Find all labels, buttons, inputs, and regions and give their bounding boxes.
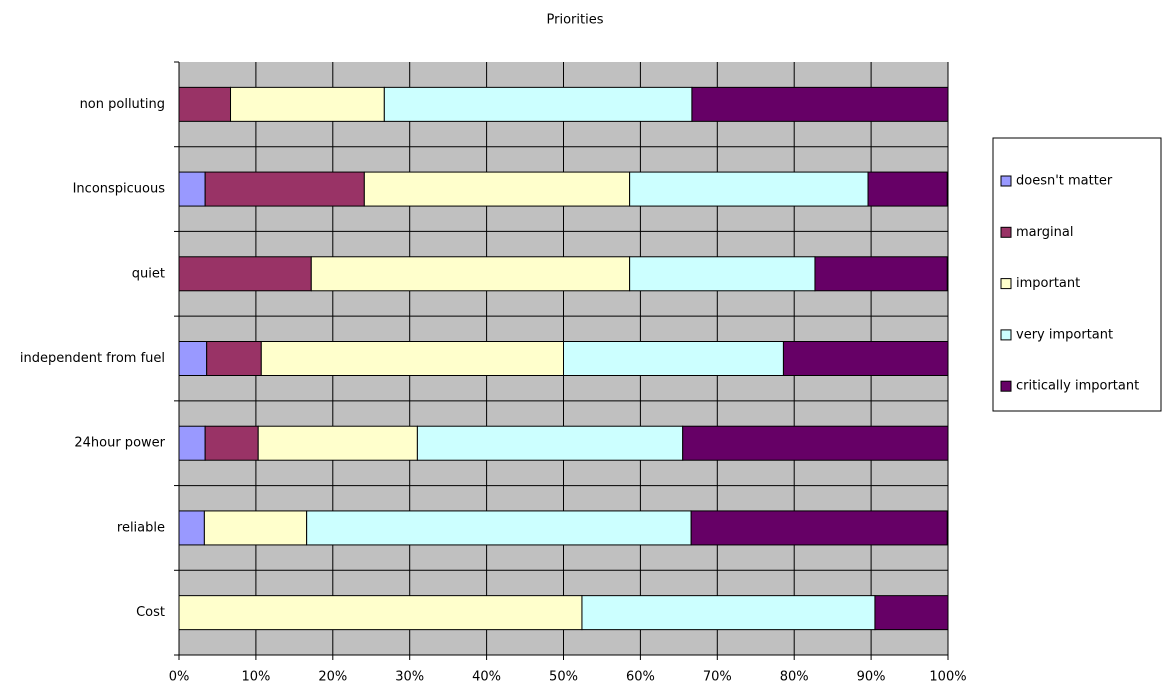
bar-segment <box>204 171 365 207</box>
bar-segment <box>310 256 631 292</box>
legend-swatch <box>1000 278 1012 290</box>
bar-segment <box>691 86 949 122</box>
legend-swatch <box>1000 329 1012 341</box>
chart-title: Priorities <box>547 13 604 28</box>
bar-segment <box>629 171 869 207</box>
bar-segment <box>306 510 692 546</box>
bar-segment <box>178 341 208 376</box>
bar-segment <box>629 256 816 292</box>
bar-segment <box>178 595 583 631</box>
y-tick-label: independent from fuel <box>20 351 165 366</box>
y-tick-label: non polluting <box>80 97 165 112</box>
x-tick-label: 20% <box>318 670 347 685</box>
bar-segment <box>178 510 205 546</box>
bar-segment <box>204 425 259 461</box>
bar-segment <box>178 86 232 122</box>
x-tick-label: 40% <box>472 670 501 685</box>
legend-label: critically important <box>1016 379 1139 394</box>
x-tick-label: 50% <box>549 670 578 685</box>
bar-segment <box>178 256 312 292</box>
x-tick-label: 80% <box>780 670 809 685</box>
bar-segment <box>874 595 949 631</box>
x-tick-label: 70% <box>703 670 732 685</box>
legend <box>992 137 1162 412</box>
bar-segment <box>867 171 948 207</box>
bar-segment <box>230 86 385 122</box>
legend-label: important <box>1016 276 1080 291</box>
legend-swatch <box>1000 380 1012 392</box>
bar-segment <box>690 510 948 546</box>
legend-label: very important <box>1016 327 1113 342</box>
bar-segment <box>363 171 631 207</box>
legend-swatch <box>1000 175 1012 187</box>
x-tick-label: 100% <box>929 670 966 685</box>
bar-segment <box>814 256 948 292</box>
y-tick-label: Cost <box>136 605 165 620</box>
bar-segment <box>563 341 784 376</box>
bar-segment <box>581 595 876 631</box>
bar-segment <box>383 86 693 122</box>
bar-segment <box>178 425 206 461</box>
x-tick-label: 60% <box>626 670 655 685</box>
legend-swatch <box>1000 226 1012 238</box>
y-tick-label: reliable <box>117 520 165 535</box>
x-tick-label: 30% <box>395 670 424 685</box>
bar-segment <box>416 425 684 461</box>
bar-segment <box>682 425 949 461</box>
legend-label: marginal <box>1016 225 1073 240</box>
x-tick-label: 10% <box>241 670 270 685</box>
bar-segment <box>782 341 949 376</box>
y-tick-label: quiet <box>132 266 165 281</box>
y-tick-label: 24hour power <box>74 436 165 451</box>
x-tick-label: 0% <box>169 670 190 685</box>
bar-segment <box>206 341 262 376</box>
legend-label: doesn't matter <box>1016 174 1113 189</box>
bar-segment <box>203 510 308 546</box>
bar-segment <box>257 425 418 461</box>
y-tick-label: Inconspicuous <box>73 182 166 197</box>
bar-segment <box>178 171 206 207</box>
x-tick-label: 90% <box>857 670 886 685</box>
bar-segment <box>260 341 564 376</box>
